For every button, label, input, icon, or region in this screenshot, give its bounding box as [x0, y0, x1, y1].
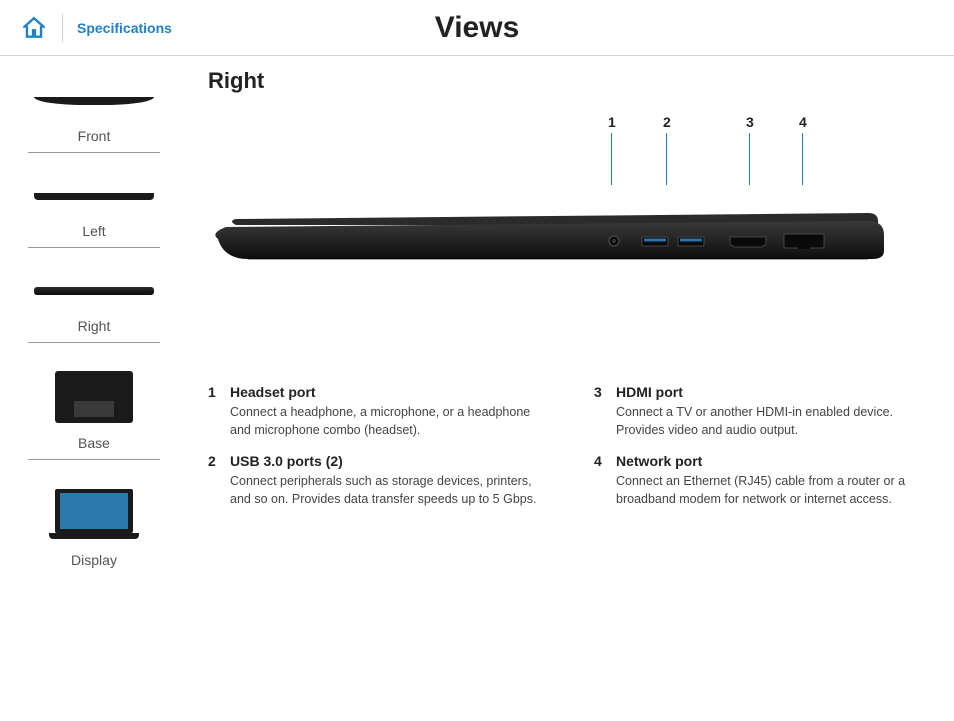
section-title: Right	[208, 68, 930, 94]
callout-1: 1	[608, 114, 616, 185]
page-title: Views	[435, 11, 520, 45]
thumb-left[interactable]: Left	[28, 177, 160, 248]
port-descriptions: 1Headset port Connect a headphone, a micr…	[208, 384, 930, 508]
callout-number: 3	[746, 114, 754, 130]
thumb-label: Display	[28, 546, 160, 576]
right-silhouette-icon	[34, 287, 154, 295]
thumb-label: Left	[28, 217, 160, 248]
thumb-right[interactable]: Right	[28, 272, 160, 343]
desc-item-1: 1Headset port Connect a headphone, a micr…	[208, 384, 544, 439]
laptop-right-side-icon	[208, 199, 898, 279]
callout-line	[802, 133, 803, 185]
desc-text: Connect a TV or another HDMI-in enabled …	[616, 404, 930, 439]
callout-number: 4	[799, 114, 807, 130]
callout-number: 1	[608, 114, 616, 130]
callout-line	[611, 133, 612, 185]
desc-number: 3	[594, 384, 616, 439]
callout-2: 2	[663, 114, 671, 185]
header-divider	[62, 14, 63, 42]
left-silhouette-icon	[34, 193, 154, 200]
specifications-link[interactable]: Specifications	[77, 20, 172, 36]
callout-number: 2	[663, 114, 671, 130]
thumb-label: Base	[28, 429, 160, 460]
desc-text: Connect a headphone, a microphone, or a …	[230, 404, 544, 439]
desc-item-4: 4Network port Connect an Ethernet (RJ45) …	[594, 453, 930, 508]
thumb-base[interactable]: Base	[28, 367, 160, 460]
desc-title: Network port	[616, 453, 930, 469]
desc-text: Connect an Ethernet (RJ45) cable from a …	[616, 473, 930, 508]
desc-number: 1	[208, 384, 230, 439]
thumb-front[interactable]: Front	[28, 82, 160, 153]
views-sidebar: Front Left Right Base Display	[0, 56, 180, 721]
desc-title: HDMI port	[616, 384, 930, 400]
port-diagram: 1 2 3 4	[208, 114, 930, 334]
desc-number: 4	[594, 453, 616, 508]
desc-text: Connect peripherals such as storage devi…	[230, 473, 544, 508]
desc-item-3: 3HDMI port Connect a TV or another HDMI-i…	[594, 384, 930, 439]
display-silhouette-icon	[54, 489, 134, 539]
desc-item-2: 2USB 3.0 ports (2) Connect peripherals su…	[208, 453, 544, 508]
callout-3: 3	[746, 114, 754, 185]
desc-title: Headset port	[230, 384, 544, 400]
thumb-display[interactable]: Display	[28, 484, 160, 576]
callout-line	[749, 133, 750, 185]
main-content: Right 1234 1Headset portConnect a headph…	[180, 56, 954, 721]
base-silhouette-icon	[55, 371, 133, 423]
thumb-label: Right	[28, 312, 160, 343]
callout-line	[666, 133, 667, 185]
callout-4: 4	[799, 114, 807, 185]
desc-title: USB 3.0 ports (2)	[230, 453, 544, 469]
header: Specifications Views	[0, 0, 954, 56]
front-silhouette-icon	[34, 97, 154, 105]
home-icon[interactable]	[16, 10, 52, 46]
desc-number: 2	[208, 453, 230, 508]
thumb-label: Front	[28, 122, 160, 153]
